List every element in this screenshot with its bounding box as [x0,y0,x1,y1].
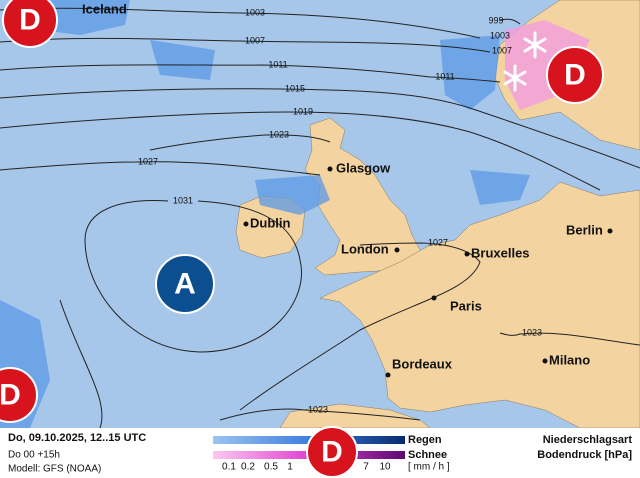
run: Do 00 +15h [8,450,60,461]
isobar-label: 1011 [268,59,287,69]
city-label: Iceland [82,1,127,16]
isobar [0,161,321,176]
isobar [149,134,331,151]
isobar-label: 1023 [522,327,542,337]
unit: [ mm / h ] [408,462,450,473]
model: Modell: GFS (NOAA) [8,464,101,475]
scale-tick: 10 [379,462,391,473]
city-label: Milano [549,352,590,367]
isobar-label: 1027 [138,156,158,166]
isobar-label: 1027 [428,237,448,247]
legend-low-label: D [321,436,343,469]
low-pressure [0,367,38,423]
precipitation [255,175,330,215]
city-label: London [341,241,389,256]
isobar-label: 1015 [285,83,305,93]
scale-tick: 0.2 [241,462,255,473]
snow [505,20,590,110]
city-label: Paris [450,298,482,313]
isobar [59,299,103,429]
isobar-label: 1003 [490,30,510,40]
isobar-label: 1011 [435,71,454,81]
high-label: A [174,268,196,301]
city-label: Berlin [566,222,603,237]
type-label: Niederschlagsart [543,434,633,446]
snow-symbol [503,31,547,92]
isobar-label: 1031 [173,195,193,205]
city-dots [243,166,613,378]
isobar-label: 1003 [245,7,265,17]
low-pressure [2,0,58,48]
scale-tick: 0.5 [264,462,278,473]
low-label: D [19,4,41,37]
isobar [0,37,491,53]
low-label: D [0,379,21,412]
isobar-label: 1019 [293,106,313,116]
city-label: Bordeaux [392,356,453,371]
isobar-label: 999 [488,15,503,25]
isobar-label: 1023 [308,404,328,414]
isobar [0,88,640,169]
isobar [219,408,421,421]
city-label: Dublin [250,215,290,230]
pressure-label: Bodendruck [hPa] [537,449,632,461]
low-pressure [546,46,604,104]
low-label: D [564,59,586,92]
scale-tick: 0.1 [222,462,236,473]
city-label: Glasgow [336,160,391,175]
rain-label: Regen [408,434,442,446]
precipitation [440,35,500,110]
isobar [0,111,601,191]
isobar-label: 1023 [269,129,289,139]
date: Do, 09.10.2025, 12..15 UTC [8,432,146,444]
scale-tick: 1 [287,462,293,473]
isobar [84,200,302,353]
precipitation [470,170,530,205]
isobar [499,18,521,25]
isobar [499,332,640,346]
isobar-label: 1007 [245,35,265,45]
scale-tick: 7 [363,462,369,473]
isobar-label: 1007 [492,45,512,55]
isobar [0,64,501,83]
city-label: Bruxelles [471,245,530,260]
legend-low-symbol [306,426,358,478]
snow-label: Schnee [408,449,447,461]
high-pressure [155,254,215,314]
precipitation [150,40,215,80]
isobar [239,242,481,411]
isobar [0,7,481,39]
